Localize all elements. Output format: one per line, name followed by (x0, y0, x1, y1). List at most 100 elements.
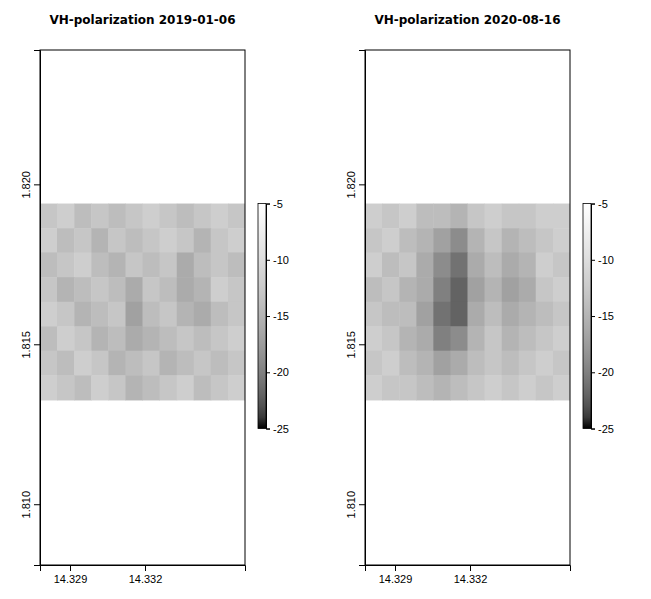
cell (126, 277, 144, 302)
cell (177, 302, 195, 327)
tick-label: -5 (598, 198, 608, 210)
cell (211, 302, 229, 327)
cell (74, 277, 92, 302)
tick-mark (266, 260, 270, 261)
tick: 1.810 (20, 491, 40, 519)
cell (519, 351, 537, 376)
tick-label: 14.332 (454, 573, 488, 585)
cell (451, 228, 469, 253)
tick-label: -15 (598, 310, 614, 322)
cell (451, 326, 469, 351)
cell (177, 326, 195, 351)
cell (177, 351, 195, 376)
plot-frame (40, 50, 245, 565)
tick-mark (591, 260, 595, 261)
tick-label: -10 (598, 254, 614, 266)
cell (502, 252, 520, 277)
tick-mark (34, 344, 40, 345)
cell (519, 228, 537, 253)
cell (536, 302, 554, 327)
cell (211, 204, 229, 229)
tick-mark (266, 429, 270, 430)
cell (451, 302, 469, 327)
tick: -15 (591, 310, 614, 322)
cell (536, 204, 554, 229)
cell (126, 326, 144, 351)
axis-line (267, 204, 271, 429)
cell (536, 277, 554, 302)
cell (91, 326, 109, 351)
axis-line (41, 566, 246, 572)
cell (74, 351, 92, 376)
tick-label: 1.815 (345, 331, 357, 359)
cell (91, 375, 109, 400)
cell (468, 277, 486, 302)
cell (126, 351, 144, 376)
cell (211, 351, 229, 376)
tick-mark (359, 344, 365, 345)
raster (365, 204, 570, 401)
cell (126, 375, 144, 400)
tick-label: 1.810 (20, 491, 32, 519)
cell (536, 252, 554, 277)
cell (74, 375, 92, 400)
tick-mark (359, 184, 365, 185)
cell (91, 204, 109, 229)
cell (40, 326, 58, 351)
tick: 14.329 (54, 565, 88, 585)
tick-label: -5 (273, 198, 283, 210)
cell (177, 252, 195, 277)
cell (485, 204, 503, 229)
tick-mark (34, 504, 40, 505)
cell (433, 252, 451, 277)
cell (485, 228, 503, 253)
tick: 1.810 (345, 491, 365, 519)
cell (228, 277, 245, 302)
cell (108, 351, 126, 376)
cell (108, 204, 126, 229)
cell (108, 326, 126, 351)
cell (108, 228, 126, 253)
cell (399, 204, 417, 229)
tick-mark (266, 204, 270, 205)
tick-mark (70, 565, 71, 571)
tick: -25 (266, 423, 289, 435)
cell (228, 204, 245, 229)
color-bar: -5-10-15-20-25 (583, 198, 614, 435)
cell (451, 277, 469, 302)
cell (74, 302, 92, 327)
cell (126, 252, 144, 277)
cell (485, 351, 503, 376)
cell (433, 204, 451, 229)
title: VH-polarization 2019-01-06 (49, 13, 235, 27)
cell (382, 252, 400, 277)
cell (536, 326, 554, 351)
raster (40, 204, 245, 401)
cell (485, 302, 503, 327)
color-bar-ramp (583, 204, 591, 429)
cell (57, 204, 75, 229)
cell (553, 252, 570, 277)
cell (177, 375, 195, 400)
cell (211, 252, 229, 277)
cell (177, 277, 195, 302)
cell (553, 351, 570, 376)
figure: VH-polarization 2019-01-0614.32914.3321.… (0, 0, 651, 599)
tick: -5 (266, 198, 283, 210)
cell (553, 326, 570, 351)
cell (160, 204, 178, 229)
cell (228, 326, 245, 351)
x-axis: 14.32914.332 (366, 565, 571, 585)
tick-label: 1.815 (20, 331, 32, 359)
cell (399, 302, 417, 327)
cell (485, 375, 503, 400)
cell (502, 375, 520, 400)
cell (57, 326, 75, 351)
cell (502, 204, 520, 229)
cell (228, 375, 245, 400)
cell (211, 277, 229, 302)
cell (468, 252, 486, 277)
cell (416, 277, 434, 302)
cell (433, 326, 451, 351)
cell (194, 351, 212, 376)
